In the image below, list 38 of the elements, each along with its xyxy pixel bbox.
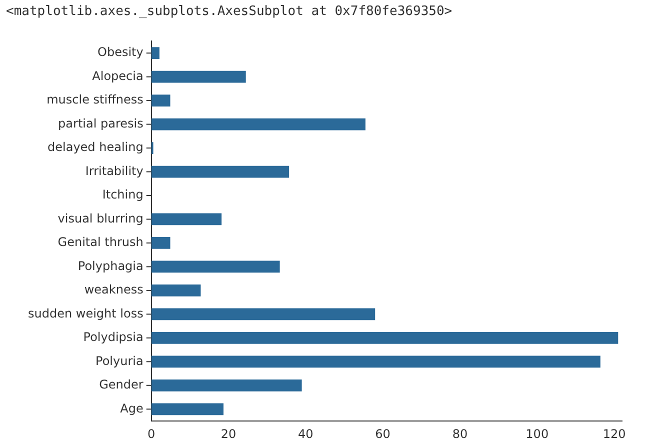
bar (151, 379, 302, 392)
bar (151, 166, 290, 178)
y-tick-label: Genital thrush (58, 235, 144, 250)
y-tick-label: Polydipsia (83, 330, 144, 344)
bar (151, 118, 366, 130)
bar (151, 332, 618, 344)
x-tick-label: 60 (375, 427, 390, 442)
bar (151, 213, 222, 226)
y-tick-label: Alopecia (92, 68, 144, 83)
bar (151, 70, 246, 83)
y-tick-label: visual blurring (58, 211, 144, 226)
y-tick-label: Gender (99, 378, 144, 392)
x-tick-label: 40 (298, 427, 314, 442)
x-tick-label: 120 (602, 427, 626, 442)
bar (151, 47, 160, 60)
y-tick-label: muscle stiffness (46, 92, 144, 107)
bar (151, 284, 201, 296)
bar (151, 94, 170, 106)
y-tick-label: Itching (102, 188, 144, 202)
y-tick-label: weakness (84, 282, 144, 297)
bar (151, 237, 170, 249)
y-tick-label: Polyphagia (78, 258, 144, 273)
y-tick-label: Irritability (85, 164, 144, 178)
x-tick-label: 80 (452, 427, 468, 442)
y-tick-label: Polyuria (96, 354, 144, 368)
y-tick-label: sudden weight loss (28, 306, 144, 320)
x-tick-label: 20 (220, 427, 236, 442)
y-tick-label: Age (120, 401, 144, 416)
bar (151, 260, 280, 273)
bar (151, 308, 376, 320)
x-tick-label: 100 (526, 427, 549, 442)
bar (151, 356, 600, 368)
bar (151, 403, 224, 416)
x-tick-label: 0 (148, 427, 156, 442)
text: <matplotlib.axes._subplots.AxesSubplot at 0x7f80fe369350> (6, 4, 452, 19)
y-tick-label: Obesity (98, 45, 144, 60)
y-tick-label: partial paresis (58, 116, 144, 130)
y-tick-label: delayed healing (48, 140, 144, 154)
